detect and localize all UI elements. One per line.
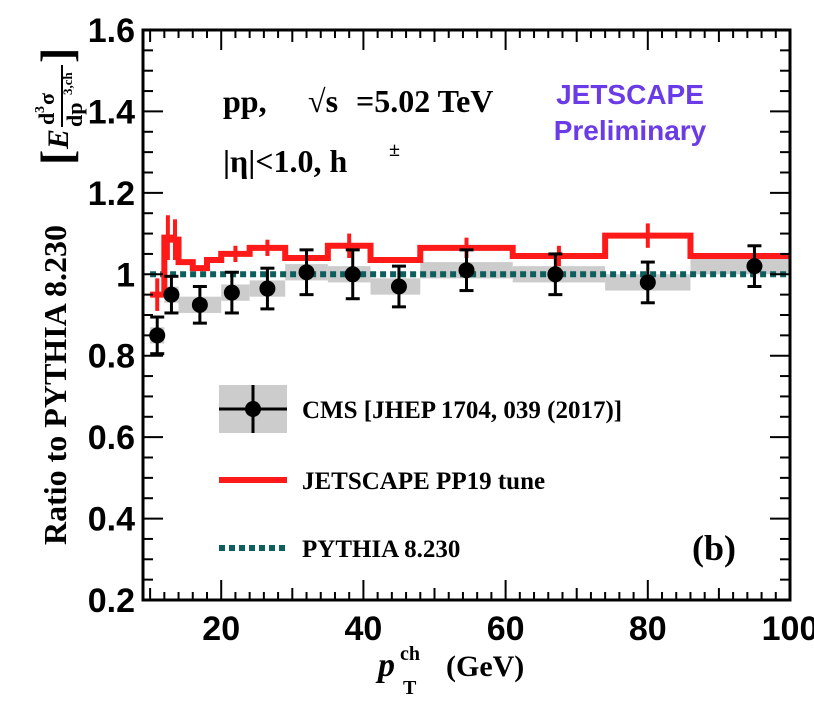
brand-jetscape: JETSCAPE <box>556 79 704 110</box>
axes <box>141 28 792 602</box>
y-tick-label: 0.6 <box>88 419 135 457</box>
annotation-system: pp, <box>223 83 267 119</box>
x-tick-label: 60 <box>487 610 525 648</box>
cms-syst-band <box>690 258 790 275</box>
y-tick-label: 0.2 <box>88 582 135 620</box>
x-tick-label: 40 <box>344 610 382 648</box>
annotation-energy: =5.02 TeV <box>356 83 493 119</box>
annotation-sqrt-s: √s <box>308 83 338 119</box>
y-label-bracket-left: [ <box>31 150 82 165</box>
legend-entry-pythia: PYTHIA 8.230 <box>219 536 460 563</box>
legend-jetscape-label: JETSCAPE PP19 tune <box>302 468 545 495</box>
legend-pythia-label: PYTHIA 8.230 <box>302 536 460 563</box>
cms-data-point <box>298 264 315 281</box>
cms-data-point <box>344 266 361 283</box>
y-tick-label: 1 <box>116 256 135 294</box>
y-tick-label: 1.6 <box>88 12 135 50</box>
cms-data-point <box>746 258 763 275</box>
cms-data-point <box>163 286 180 303</box>
y-label-sigma: σ <box>34 93 59 105</box>
y-tick-label: 0.4 <box>88 501 135 539</box>
y-label-numerator-sup: 3 <box>33 106 48 113</box>
y-tick-label: 1.2 <box>88 175 135 213</box>
x-label-p: p <box>375 647 395 684</box>
jetscape-series <box>150 215 790 311</box>
cms-data-point <box>458 262 475 279</box>
y-label-numerator: d <box>34 113 59 125</box>
x-tick-label: 100 <box>762 610 814 648</box>
y-tick-label: 1.4 <box>88 93 135 131</box>
y-tick-label: 0.8 <box>88 338 135 376</box>
panel-label: (b) <box>692 528 736 568</box>
legend-cms-marker <box>245 401 261 417</box>
annotations: pp, √s =5.02 TeV |η|<1.0, h ± JETSCAPE P… <box>223 79 736 568</box>
cms-data-point <box>259 280 276 297</box>
y-axis-label-main: Ratio to PYTHIA 8.230 <box>37 225 73 545</box>
x-axis-label: p ch T (GeV) <box>375 643 524 699</box>
cms-data-point <box>223 284 240 301</box>
x-label-unit: (GeV) <box>446 650 524 683</box>
cms-data-point <box>390 278 407 295</box>
y-axis-label: Ratio to PYTHIA 8.230 [ E d 3 σ dp 3,ch … <box>31 48 87 545</box>
legend-cms-label: CMS [JHEP 1704, 039 (2017)] <box>302 397 622 424</box>
cms-data-point <box>191 296 208 313</box>
cms-data-point <box>149 327 166 344</box>
y-label-denominator: dp <box>62 103 87 127</box>
tick-labels: 20 40 60 80 100 0.2 0.4 0.6 0.8 1 1.2 1.4 1.6 <box>88 12 814 648</box>
legend-entry-jetscape: JETSCAPE PP19 tune <box>219 468 545 495</box>
legend: CMS [JHEP 1704, 039 (2017)] JETSCAPE PP1… <box>219 385 622 563</box>
cms-data-point <box>639 274 656 291</box>
legend-entry-cms: CMS [JHEP 1704, 039 (2017)] <box>219 385 622 433</box>
x-label-sub: T <box>403 677 417 699</box>
annotation-cuts-sup: ± <box>389 139 400 161</box>
x-tick-label: 20 <box>202 610 240 648</box>
y-label-E: E <box>42 129 75 150</box>
cms-series <box>149 244 763 356</box>
y-label-denominator-sup: 3,ch <box>60 71 75 95</box>
annotation-cuts: |η|<1.0, h <box>223 143 348 179</box>
y-label-bracket-right: ] <box>31 48 82 63</box>
cms-data-point <box>547 266 564 283</box>
x-tick-label: 80 <box>629 610 667 648</box>
x-label-sup: ch <box>400 643 420 665</box>
brand-preliminary: Preliminary <box>554 115 707 146</box>
